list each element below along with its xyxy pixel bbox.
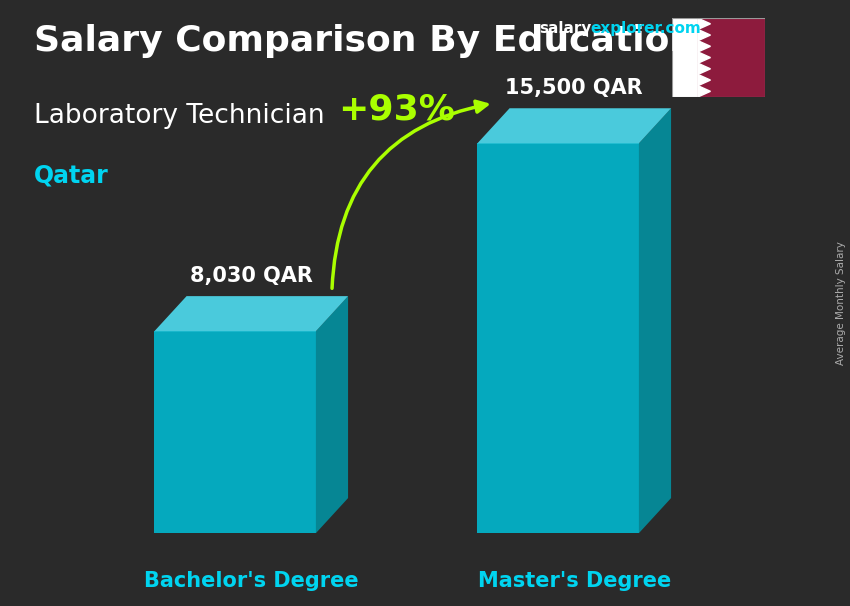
Polygon shape	[698, 85, 711, 97]
Text: salary: salary	[540, 21, 592, 36]
Text: Master's Degree: Master's Degree	[478, 571, 671, 591]
Text: Average Monthly Salary: Average Monthly Salary	[836, 241, 846, 365]
Bar	[698, 18, 765, 97]
Polygon shape	[698, 63, 711, 75]
Bar	[155, 331, 315, 533]
Polygon shape	[698, 41, 711, 52]
Polygon shape	[698, 52, 711, 63]
Polygon shape	[155, 296, 348, 331]
Polygon shape	[698, 75, 711, 85]
Bar	[672, 18, 698, 97]
Polygon shape	[315, 296, 348, 533]
Polygon shape	[698, 18, 711, 30]
Text: +93%: +93%	[338, 92, 455, 126]
Text: Salary Comparison By Education: Salary Comparison By Education	[34, 24, 695, 58]
Text: explorer.com: explorer.com	[591, 21, 701, 36]
Polygon shape	[639, 108, 672, 533]
Text: Laboratory Technician: Laboratory Technician	[34, 103, 325, 129]
Text: Qatar: Qatar	[34, 164, 109, 188]
Polygon shape	[478, 108, 672, 144]
Text: Bachelor's Degree: Bachelor's Degree	[144, 571, 359, 591]
Bar	[478, 144, 639, 533]
Text: 8,030 QAR: 8,030 QAR	[190, 266, 313, 286]
Text: 15,500 QAR: 15,500 QAR	[506, 78, 643, 98]
Polygon shape	[698, 30, 711, 41]
